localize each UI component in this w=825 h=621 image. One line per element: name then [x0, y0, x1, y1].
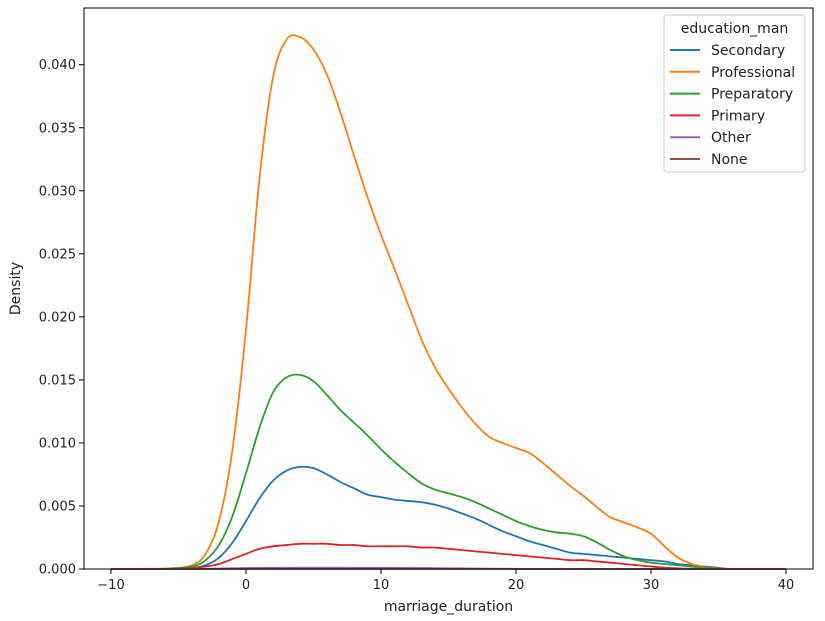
y-tick-label: 0.035: [39, 121, 76, 136]
x-tick-label: 40: [778, 578, 795, 593]
x-tick-label: −10: [97, 578, 124, 593]
y-tick-label: 0.040: [39, 58, 76, 73]
x-axis-title: marriage_duration: [384, 599, 513, 615]
legend-title: education_man: [681, 21, 789, 37]
plot-frame: [83, 7, 814, 570]
x-tick-label: 20: [508, 578, 525, 593]
series-line-primary: [110, 542, 786, 570]
series-line-preparatory: [110, 373, 787, 570]
y-tick-label: 0.020: [39, 310, 76, 325]
series-line-secondary: [110, 465, 787, 570]
x-tick-label: 30: [643, 578, 660, 593]
legend: education_man Secondary Professional Prepa…: [663, 14, 806, 173]
legend-label: Preparatory: [711, 87, 793, 103]
x-tick-label: 10: [373, 578, 390, 593]
y-axis-title: Density: [8, 262, 24, 315]
y-tick-label: 0.010: [39, 436, 76, 451]
series-line-professional: [110, 34, 787, 570]
y-tick-label: 0.005: [39, 499, 76, 514]
legend-label: Secondary: [711, 43, 785, 59]
legend-box: [663, 14, 806, 173]
y-axis: 0.000 0.005 0.010 0.015 0.020 0.025 0.030 0.035…: [39, 58, 84, 578]
x-tick-label: 0: [242, 578, 250, 593]
legend-label: Primary: [711, 108, 765, 124]
legend-label: Other: [711, 130, 751, 146]
y-tick-label: 0.025: [39, 247, 76, 262]
legend-label: None: [711, 152, 748, 168]
legend-entries: Secondary Professional Preparatory Primary O…: [670, 43, 795, 168]
x-axis: −10 0 10 20 30 40: [97, 569, 794, 593]
legend-label: Professional: [711, 65, 795, 81]
y-tick-label: 0.000: [39, 563, 76, 578]
y-tick-label: 0.015: [39, 373, 76, 388]
y-tick-label: 0.030: [39, 184, 76, 199]
